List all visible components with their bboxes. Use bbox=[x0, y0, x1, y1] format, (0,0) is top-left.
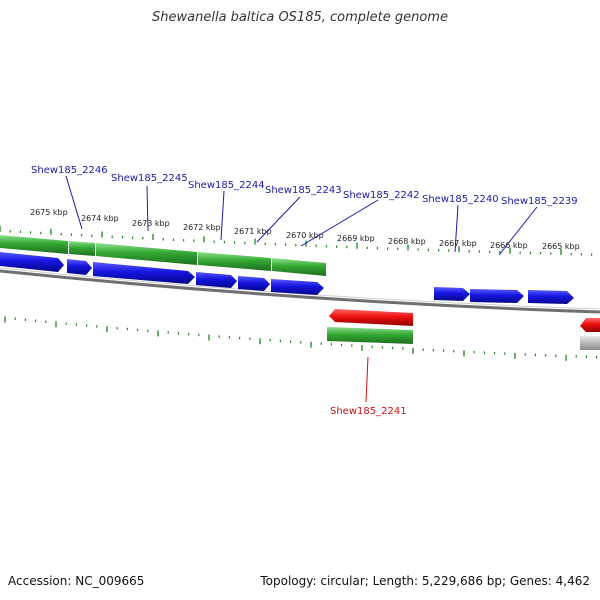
forward-gene-feature[interactable] bbox=[69, 241, 95, 256]
kbp-labels: 2675 kbp 2674 kbp 2673 kbp 2672 kbp 2671… bbox=[30, 208, 580, 251]
other-feature[interactable] bbox=[580, 336, 600, 350]
leader-line bbox=[256, 196, 301, 243]
kbp-label: 2671 kbp bbox=[234, 227, 272, 236]
kbp-label: 2674 kbp bbox=[81, 214, 119, 223]
kbp-ticks-outer bbox=[0, 226, 593, 256]
forward-cds-arrow[interactable] bbox=[238, 276, 270, 291]
kbp-label: 2669 kbp bbox=[337, 234, 375, 243]
kbp-ticks-inner bbox=[4, 316, 598, 361]
leader-line bbox=[454, 204, 459, 253]
forward-cds-arrow[interactable] bbox=[67, 259, 92, 275]
forward-gene-feature[interactable] bbox=[198, 252, 271, 271]
reverse-gene-feature[interactable] bbox=[327, 327, 413, 344]
genome-backbone bbox=[0, 269, 600, 314]
leader-line bbox=[300, 199, 379, 247]
kbp-label: 2670 kbp bbox=[286, 231, 324, 240]
leader-line bbox=[498, 206, 538, 256]
reverse-cds-track bbox=[329, 309, 600, 332]
forward-cds-arrow[interactable] bbox=[0, 252, 64, 272]
kbp-label: 2668 kbp bbox=[388, 237, 426, 246]
leader-line bbox=[65, 175, 83, 230]
gene-label-shew185-2246[interactable]: Shew185_2246 bbox=[31, 165, 108, 176]
kbp-label: 2675 kbp bbox=[30, 208, 68, 217]
kbp-label: 2667 kbp bbox=[439, 239, 477, 248]
forward-cds-arrow[interactable] bbox=[470, 289, 524, 303]
gene-labels: Shew185_2246 Shew185_2245 Shew185_2244 S… bbox=[31, 165, 578, 417]
forward-cds-arrow[interactable] bbox=[271, 279, 324, 295]
forward-gene-feature[interactable] bbox=[96, 243, 197, 265]
reverse-gene-track bbox=[327, 327, 600, 350]
gene-leader-lines bbox=[65, 175, 538, 403]
gene-label-shew185-2241[interactable]: Shew185_2241 bbox=[330, 406, 407, 417]
kbp-label: 2665 kbp bbox=[542, 242, 580, 251]
kbp-label: 2673 kbp bbox=[132, 219, 170, 228]
forward-cds-arrow[interactable] bbox=[196, 272, 237, 288]
forward-gene-feature[interactable] bbox=[0, 235, 68, 254]
leader-line bbox=[146, 185, 149, 232]
gene-label-shew185-2239[interactable]: Shew185_2239 bbox=[501, 196, 578, 207]
genome-title: Shewanella baltica OS185, complete genom… bbox=[152, 10, 448, 25]
forward-gene-feature[interactable] bbox=[272, 258, 326, 276]
gene-label-shew185-2240[interactable]: Shew185_2240 bbox=[422, 194, 499, 205]
forward-cds-arrow[interactable] bbox=[434, 287, 470, 301]
accession-label: Accession: NC_009665 bbox=[8, 574, 145, 588]
genome-summary: Topology: circular; Length: 5,229,686 bp… bbox=[260, 574, 590, 588]
gene-label-shew185-2244[interactable]: Shew185_2244 bbox=[188, 180, 265, 191]
gene-label-shew185-2243[interactable]: Shew185_2243 bbox=[265, 185, 342, 196]
forward-cds-track bbox=[0, 252, 574, 304]
reverse-cds-arrow[interactable] bbox=[329, 309, 413, 326]
gene-label-shew185-2242[interactable]: Shew185_2242 bbox=[343, 190, 420, 201]
forward-cds-arrow[interactable] bbox=[93, 262, 195, 284]
kbp-label: 2666 kbp bbox=[490, 241, 528, 250]
reverse-cds-arrow[interactable] bbox=[580, 318, 600, 332]
leader-line bbox=[220, 190, 225, 241]
forward-gene-track bbox=[0, 235, 326, 276]
kbp-label: 2672 kbp bbox=[183, 223, 221, 232]
gene-label-shew185-2245[interactable]: Shew185_2245 bbox=[111, 173, 188, 184]
leader-line bbox=[365, 356, 369, 403]
forward-cds-arrow[interactable] bbox=[528, 290, 574, 304]
